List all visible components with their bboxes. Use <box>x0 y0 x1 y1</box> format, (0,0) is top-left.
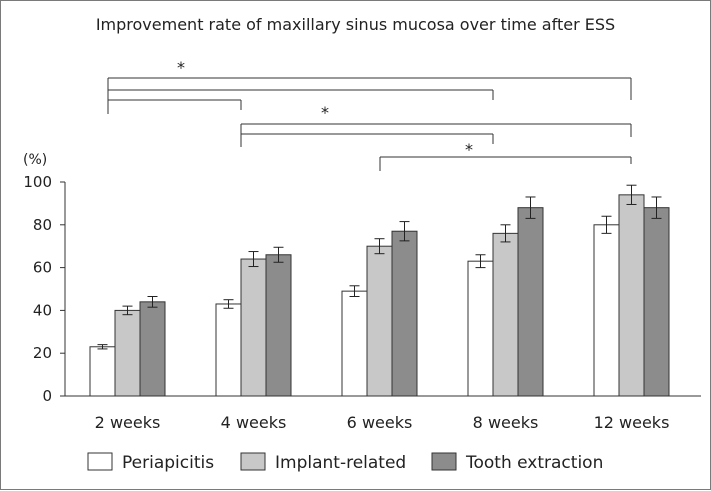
bar-implant-related-6-weeks <box>366 245 393 397</box>
bar-tooth-extraction-2-weeks <box>139 301 166 397</box>
y-tick-label: 60 <box>33 259 52 277</box>
legend-swatch <box>87 452 113 471</box>
bar-implant-related-4-weeks <box>240 258 267 397</box>
bar-periapicitis-12-weeks <box>593 224 620 397</box>
bar-periapicitis-6-weeks <box>341 290 368 397</box>
y-tick-label: 20 <box>33 344 52 362</box>
bar-implant-related-12-weeks <box>618 194 645 397</box>
bar-tooth-extraction-6-weeks <box>391 230 418 397</box>
legend-label: Periapicitis <box>122 453 214 473</box>
chart-title: Improvement rate of maxillary sinus muco… <box>95 15 616 34</box>
x-tick-label: 4 weeks <box>221 413 287 432</box>
bar-tooth-extraction-4-weeks <box>265 254 292 397</box>
x-tick-label: 8 weeks <box>473 413 539 432</box>
significance-star: * <box>321 103 329 122</box>
bar-tooth-extraction-8-weeks <box>517 207 544 397</box>
y-tick-label: 80 <box>33 216 52 234</box>
y-axis-label: (%) <box>23 152 47 168</box>
y-tick-label: 40 <box>33 301 52 319</box>
legend-label: Tooth extraction <box>465 453 603 473</box>
x-tick-label: 2 weeks <box>95 413 161 432</box>
legend-swatch <box>431 452 457 471</box>
bar-periapicitis-4-weeks <box>215 303 242 397</box>
x-tick-label: 12 weeks <box>594 413 670 432</box>
bar-periapicitis-2-weeks <box>89 346 116 397</box>
significance-star: * <box>177 58 185 77</box>
y-tick-label: 0 <box>42 387 52 405</box>
x-tick-label: 6 weeks <box>347 413 413 432</box>
significance-star: * <box>465 140 473 159</box>
bar-implant-related-2-weeks <box>114 309 141 397</box>
bar-tooth-extraction-12-weeks <box>643 207 670 397</box>
bar-periapicitis-8-weeks <box>467 260 494 397</box>
legend-label: Implant-related <box>275 453 406 473</box>
y-tick-label: 100 <box>23 173 52 191</box>
bar-implant-related-8-weeks <box>492 232 519 397</box>
legend-swatch <box>240 452 266 471</box>
